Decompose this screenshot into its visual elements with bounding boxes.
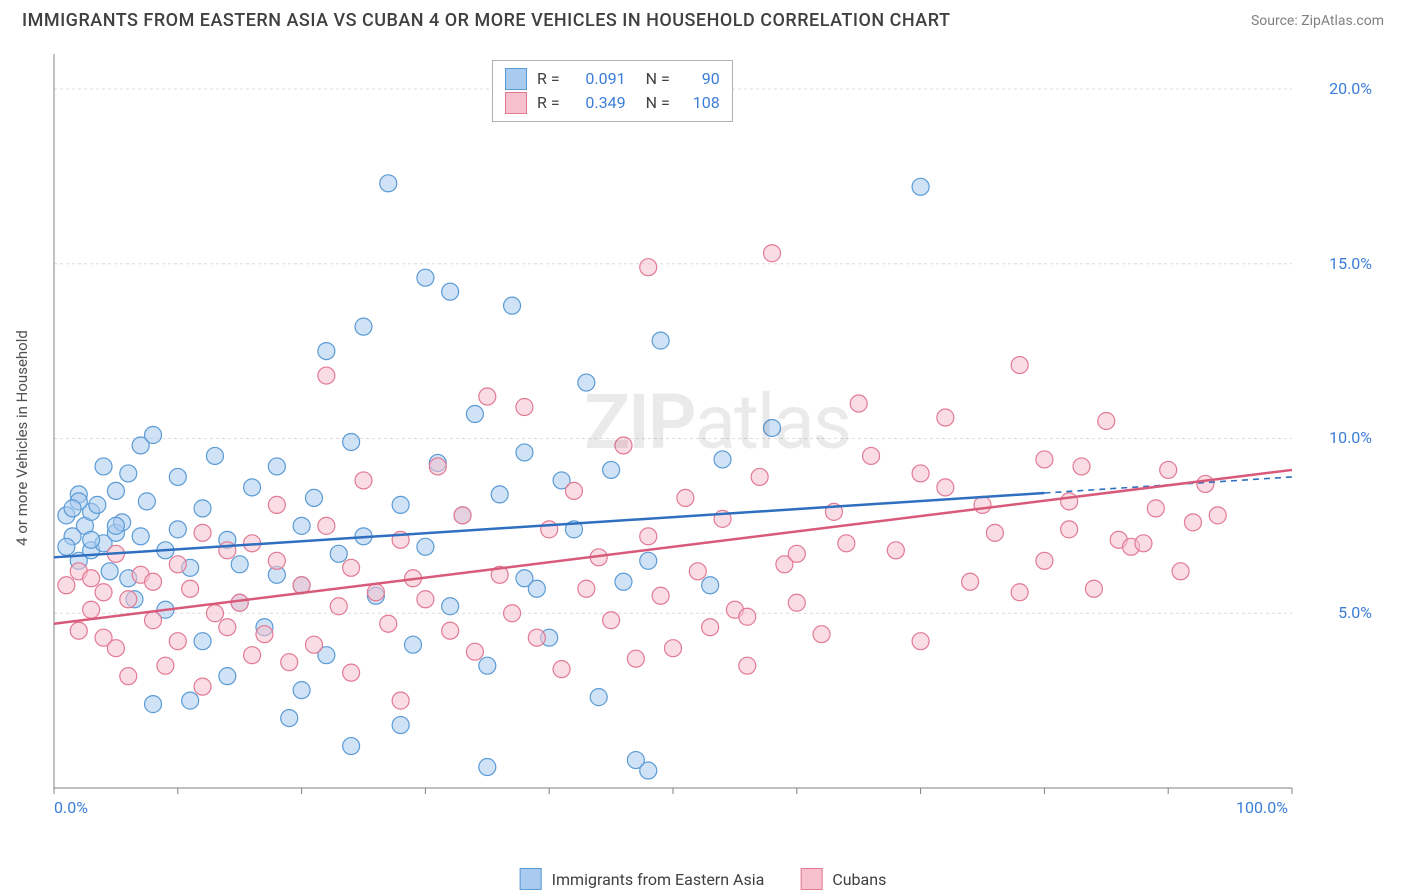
legend-label: Immigrants from Eastern Asia: [552, 870, 765, 889]
legend-swatch: [520, 868, 542, 890]
stat-n-label: N =: [646, 67, 670, 91]
stat-r-label: R =: [537, 67, 560, 91]
stat-row: R = 0.091 N = 90: [505, 67, 720, 91]
bottom-legend: Immigrants from Eastern Asia Cubans: [520, 868, 887, 890]
stat-n-label: N =: [646, 91, 670, 115]
y-tick-label: 20.0%: [1329, 79, 1372, 98]
legend-label: Cubans: [832, 870, 886, 889]
chart-area: 4 or more Vehicles in Household ZIPatlas…: [52, 48, 1382, 828]
series-swatch: [505, 68, 527, 90]
y-tick-label: 5.0%: [1338, 603, 1372, 622]
stat-r-value: 0.091: [570, 67, 626, 91]
stat-r-label: R =: [537, 91, 560, 115]
x-tick-label: 100.0%: [1236, 798, 1288, 817]
scatter-plot: [52, 48, 1382, 828]
y-tick-label: 10.0%: [1329, 428, 1372, 447]
x-tick-label: 0.0%: [54, 798, 88, 817]
source-attribution: Source: ZipAtlas.com: [1251, 13, 1384, 29]
series-swatch: [505, 92, 527, 114]
correlation-stats-box: R = 0.091 N = 90 R = 0.349 N = 108: [492, 60, 733, 122]
y-tick-label: 15.0%: [1329, 254, 1372, 273]
legend-swatch: [800, 868, 822, 890]
chart-title: IMMIGRANTS FROM EASTERN ASIA VS CUBAN 4 …: [22, 10, 950, 31]
stat-row: R = 0.349 N = 108: [505, 91, 720, 115]
chart-header: IMMIGRANTS FROM EASTERN ASIA VS CUBAN 4 …: [0, 0, 1406, 37]
legend-item: Cubans: [800, 868, 886, 890]
stat-n-value: 108: [680, 91, 720, 115]
legend-item: Immigrants from Eastern Asia: [520, 868, 765, 890]
stat-r-value: 0.349: [570, 91, 626, 115]
y-axis-label: 4 or more Vehicles in Household: [13, 330, 31, 546]
stat-n-value: 90: [680, 67, 720, 91]
